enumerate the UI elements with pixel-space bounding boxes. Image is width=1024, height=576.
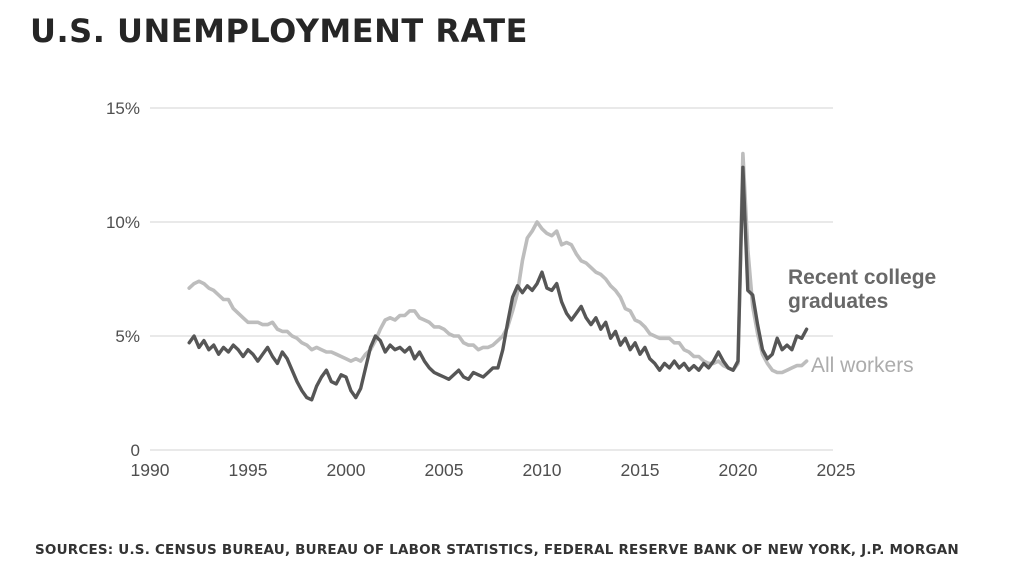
x-tick-label: 2005: [425, 460, 464, 480]
y-tick-label: 0: [131, 441, 140, 460]
series-label-recent-college-graduates: Recent college graduates: [788, 266, 937, 313]
series-line-recent-college-graduates: [187, 165, 809, 402]
x-tick-label: 2015: [621, 460, 660, 480]
x-tick-label: 1995: [229, 460, 268, 480]
x-tick-label: 1990: [131, 460, 170, 480]
series-label-all-workers: All workers: [811, 354, 914, 377]
y-tick-label: 15%: [106, 99, 140, 118]
series-line-all-workers: [187, 151, 809, 375]
x-tick-label: 2010: [523, 460, 562, 480]
chart-title: U.S. UNEMPLOYMENT RATE: [30, 12, 528, 50]
x-tick-label: 2020: [719, 460, 758, 480]
source-note: SOURCES: U.S. CENSUS BUREAU, BUREAU OF L…: [35, 542, 959, 558]
x-tick-label: 2025: [817, 460, 856, 480]
x-tick-label: 2000: [327, 460, 366, 480]
y-tick-label: 10%: [106, 213, 140, 232]
y-tick-label: 5%: [115, 327, 140, 346]
